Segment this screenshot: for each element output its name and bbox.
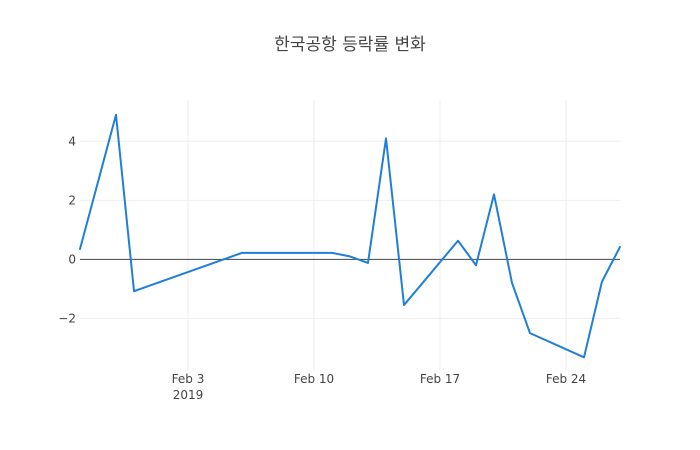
- x-tick-label: Feb 24: [546, 372, 586, 386]
- y-axis: 4 2 0 −2: [58, 134, 76, 325]
- y-tick-label: 2: [68, 193, 76, 207]
- series-line: [79, 113, 621, 359]
- x-axis: Feb 3 2019 Feb 10 Feb 17 Feb 24: [172, 372, 587, 402]
- y-tick-label: 0: [68, 252, 76, 266]
- chart-title: 한국공항 등락률 변화: [274, 35, 426, 55]
- x-tick-label: Feb 10: [294, 372, 334, 386]
- x-tick-year-label: 2019: [173, 388, 204, 402]
- y-tick-label: 4: [68, 134, 76, 148]
- x-tick-label: Feb 3: [172, 372, 205, 386]
- x-tick-label: Feb 17: [420, 372, 460, 386]
- series-layer: [79, 113, 621, 359]
- y-tick-label: −2: [58, 311, 76, 325]
- grid: [80, 100, 620, 370]
